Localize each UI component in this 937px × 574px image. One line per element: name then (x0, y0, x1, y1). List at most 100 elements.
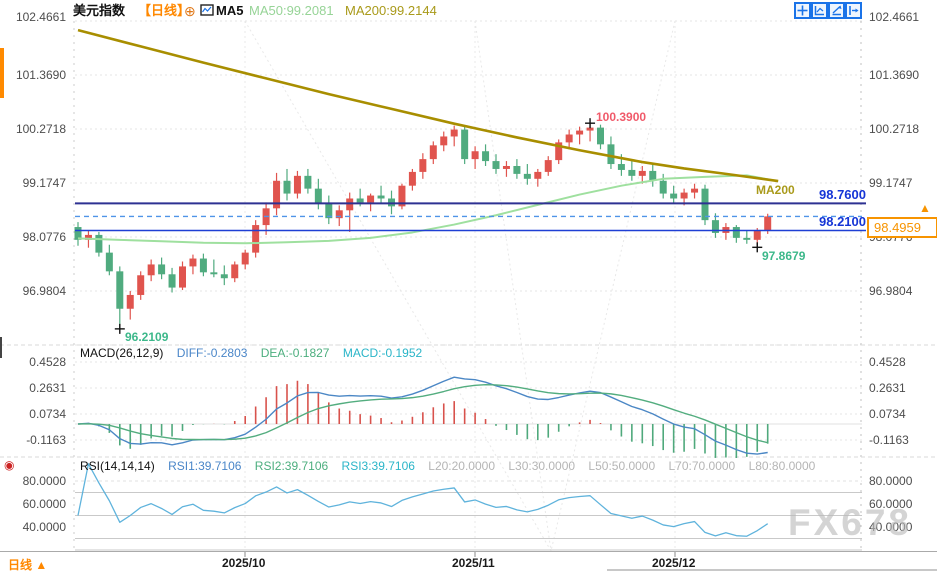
macd-readout: MACD(26,12,9) DIFF:-0.2803 DEA:-0.1827 M… (80, 346, 432, 360)
scale-tool-icon[interactable] (828, 2, 845, 19)
main-axis-label-right-5: 96.9804 (869, 284, 913, 298)
candle-body (429, 145, 437, 160)
rsi-axis-label-right-2: 40.0000 (869, 520, 913, 534)
live-indicator-icon: ◉ (4, 458, 15, 472)
ma5-legend: MA5 (216, 3, 244, 18)
x-tick-2025-10: 2025/10 (222, 556, 266, 570)
macd-axis-label-left-0: 0.4528 (29, 355, 66, 369)
candle-body (502, 166, 510, 169)
resistance-price-label[interactable]: 98.7600 (819, 187, 866, 202)
candle-body (753, 229, 761, 240)
candle-body (638, 170, 646, 176)
candle-body (116, 271, 124, 309)
candle-body (126, 294, 134, 309)
rsi-axis-label-left-0: 80.0000 (22, 474, 66, 488)
candle-body (367, 195, 375, 203)
left-orange-strip (0, 48, 4, 98)
rsi-readout: RSI(14,14,14) RSI1:39.7106 RSI2:39.7106 … (80, 459, 825, 473)
pan-right-icon[interactable] (845, 2, 862, 19)
candle-body (565, 134, 573, 143)
candle-body (617, 164, 625, 170)
main-axis-label-right-2: 100.2718 (869, 122, 920, 136)
candle-body (680, 192, 688, 199)
chart-style-icon[interactable] (200, 4, 214, 16)
rsi-l30: L30:30.0000 (508, 459, 576, 473)
period-tab[interactable]: 日线 ▲ (8, 558, 48, 572)
candle-body (576, 130, 584, 135)
candle-body (711, 220, 719, 233)
x-tick-2025-12: 2025/12 (652, 556, 696, 570)
rsi-l70: L70:70.0000 (668, 459, 736, 473)
candle-body (586, 127, 594, 131)
main-axis-label-left-5: 96.9804 (22, 284, 66, 298)
symbol-title: 美元指数 (73, 3, 126, 18)
fx678-watermark: FX678 (788, 502, 913, 543)
last-price-badge: 98.4959 (867, 217, 937, 238)
candle-body (534, 171, 542, 179)
candle-body (189, 258, 197, 267)
candle-body (398, 185, 406, 207)
macd-title: MACD(26,12,9) (80, 346, 164, 360)
support-price-label[interactable]: 98.2100 (819, 214, 866, 229)
candle-body (461, 129, 469, 160)
macd-dea-line (77, 383, 768, 444)
candle-body (293, 175, 301, 194)
candle-body (220, 274, 228, 279)
main-axis-label-right-0: 102.4661 (869, 10, 920, 24)
rsi-title: RSI(14,14,14) (80, 459, 155, 473)
macd-axis-label-left-2: 0.0734 (29, 407, 66, 421)
macd-axis-label-right-2: 0.0734 (869, 407, 906, 421)
period-badge[interactable]: 【日线】 (138, 3, 191, 18)
candle-body (210, 272, 218, 275)
candle-body (179, 266, 186, 288)
candle-body (482, 151, 490, 162)
candle-body (555, 142, 563, 161)
macd-dea-value: DEA:-0.1827 (260, 346, 330, 360)
candle-body (74, 227, 82, 240)
ma50-legend: MA50:99.2081 (249, 3, 334, 18)
candle-body (168, 274, 176, 288)
auto-fit-icon[interactable] (811, 2, 828, 19)
candle-body (450, 129, 458, 137)
ma200-legend: MA200:99.2144 (345, 3, 437, 18)
candle-body (84, 234, 92, 240)
marked-high-label: 100.3900 (596, 110, 647, 124)
rsi-axis-label-left-2: 40.0000 (22, 520, 66, 534)
ma200-line (77, 28, 779, 183)
candle-body (659, 180, 667, 194)
main-axis-label-left-2: 100.2718 (15, 122, 66, 136)
candle-body (649, 170, 657, 181)
x-tick-2025-11: 2025/11 (452, 556, 495, 570)
candle-body (691, 188, 699, 193)
rsi-l50: L50:50.0000 (588, 459, 656, 473)
macd-axis-label-right-1: 0.2631 (869, 381, 906, 395)
main-axis-label-left-3: 99.1747 (22, 176, 66, 190)
ma50-line (77, 174, 779, 245)
rsi2-value: RSI2:39.7106 (254, 459, 329, 473)
main-axis-label-left-1: 101.3690 (15, 68, 66, 82)
left-dark-strip (0, 337, 2, 358)
rsi-axis-label-right-1: 60.0000 (869, 497, 913, 511)
candle-body (523, 173, 531, 179)
candle-body (241, 252, 249, 265)
candle-body (199, 258, 207, 273)
candle-body (597, 127, 604, 145)
macd-axis-label-right-3: -0.1163 (869, 433, 909, 447)
candle-body (377, 195, 385, 199)
horizontal-scrollbar[interactable] (607, 569, 937, 571)
main-axis-label-left-0: 102.4661 (15, 10, 66, 24)
candle-body (764, 216, 772, 230)
main-axis-label-right-3: 99.1747 (869, 176, 913, 190)
candle-body (273, 180, 281, 209)
add-indicator-icon[interactable]: ⊕ (184, 3, 196, 19)
candle-body (544, 160, 552, 172)
marked-recent-low-label: 97.8679 (762, 249, 806, 263)
candle-body (471, 151, 479, 160)
main-axis-label-left-4: 98.0776 (22, 230, 66, 244)
crosshair-icon[interactable] (794, 2, 811, 19)
candle-body (105, 252, 113, 272)
main-axis-label-right-1: 101.3690 (869, 68, 920, 82)
x-axis-separator (0, 551, 937, 552)
candle-body (95, 234, 103, 253)
